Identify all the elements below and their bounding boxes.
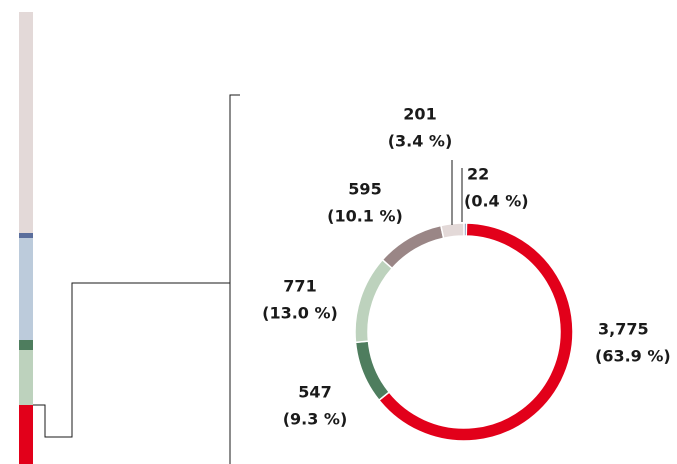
- percent-label: (13.0 %): [262, 304, 338, 323]
- value-label: 201: [403, 105, 436, 124]
- bar-part: [19, 350, 33, 405]
- percent-label: (10.1 %): [327, 207, 403, 226]
- value-label: 547: [298, 383, 331, 402]
- percent-label: (63.9 %): [595, 347, 671, 366]
- bar-part: [19, 405, 33, 464]
- bar-part: [19, 12, 33, 233]
- donut-segment: [377, 222, 574, 442]
- donut-segment: [354, 258, 394, 344]
- value-label: 595: [348, 180, 381, 199]
- value-label: 22: [467, 165, 489, 184]
- bar-part: [19, 238, 33, 340]
- bracket-line: [33, 282, 230, 438]
- percent-label: (3.4 %): [388, 132, 453, 151]
- context-bar: [19, 12, 33, 464]
- connector: [33, 94, 240, 464]
- percent-label: (0.4 %): [464, 192, 529, 211]
- donut-segment: [439, 222, 465, 240]
- donut-segment: [381, 224, 445, 270]
- percent-label: (9.3 %): [283, 410, 348, 429]
- value-label: 771: [283, 277, 316, 296]
- bar-part: [19, 340, 33, 350]
- bar-part: [19, 233, 33, 238]
- donut-segment: [354, 340, 391, 402]
- bracket-line: [229, 94, 240, 464]
- value-label: 3,775: [598, 320, 649, 339]
